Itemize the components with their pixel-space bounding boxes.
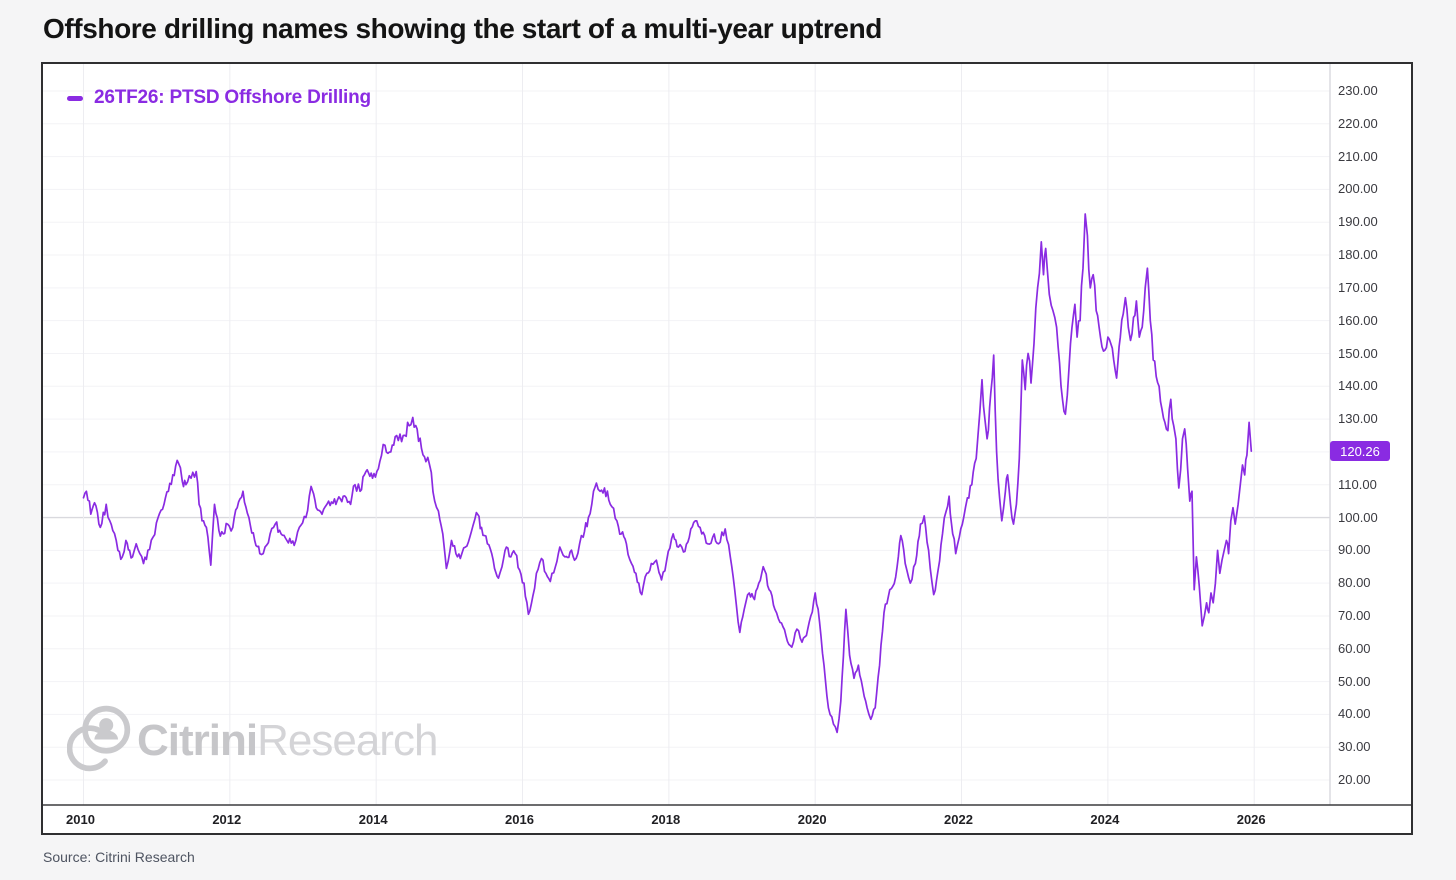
- x-axis-label: 2018: [651, 812, 681, 827]
- y-axis-label: 230.00: [1338, 83, 1378, 98]
- legend-label: 26TF26: PTSD Offshore Drilling: [94, 87, 371, 108]
- y-axis-label: 30.00: [1338, 739, 1371, 755]
- y-axis-label: 100.00: [1338, 509, 1378, 525]
- y-axis-label: 210.00: [1338, 148, 1378, 164]
- chart-card: 26TF26: PTSD Offshore Drilling CitriniRe…: [41, 62, 1413, 835]
- y-axis-label: 20.00: [1338, 772, 1371, 787]
- legend-dash-icon: [67, 95, 83, 101]
- chart-area[interactable]: 26TF26: PTSD Offshore Drilling CitriniRe…: [43, 64, 1411, 833]
- source-note: Source: Citrini Research: [43, 849, 195, 865]
- y-axis-label: 40.00: [1338, 706, 1371, 722]
- price-line[interactable]: [82, 213, 1253, 734]
- last-price-badge: 120.26: [1330, 441, 1390, 462]
- x-axis-label: 2020: [797, 812, 827, 827]
- y-axis-label: 110.00: [1338, 476, 1377, 492]
- x-axis-label: 2016: [505, 812, 534, 827]
- y-axis-label: 220.00: [1338, 115, 1378, 131]
- x-axis-label: 2014: [358, 812, 388, 827]
- y-axis-label: 200.00: [1338, 181, 1378, 197]
- y-axis-label: 180.00: [1338, 247, 1378, 262]
- price-chart[interactable]: [43, 64, 1411, 833]
- x-axis-label: 2012: [212, 812, 242, 827]
- y-axis-label: 190.00: [1338, 214, 1378, 230]
- y-axis-label: 80.00: [1338, 575, 1371, 591]
- page-title: Offshore drilling names showing the star…: [43, 13, 882, 44]
- x-axis-label: 2022: [944, 812, 973, 827]
- y-axis-label: 160.00: [1338, 312, 1378, 328]
- y-axis-label: 140.00: [1338, 378, 1378, 394]
- x-axis-label: 2010: [66, 812, 95, 827]
- y-axis-label: 130.00: [1338, 411, 1378, 427]
- y-axis-label: 170.00: [1338, 279, 1378, 295]
- y-axis-label: 60.00: [1338, 640, 1371, 656]
- x-axis-label: 2026: [1236, 812, 1266, 827]
- y-axis-label: 70.00: [1338, 608, 1371, 623]
- x-axis-label: 2024: [1090, 812, 1120, 827]
- y-axis-label: 150.00: [1338, 345, 1378, 361]
- y-axis-label: 50.00: [1338, 673, 1371, 689]
- y-axis-label: 90.00: [1338, 542, 1371, 558]
- legend[interactable]: 26TF26: PTSD Offshore Drilling: [67, 87, 371, 109]
